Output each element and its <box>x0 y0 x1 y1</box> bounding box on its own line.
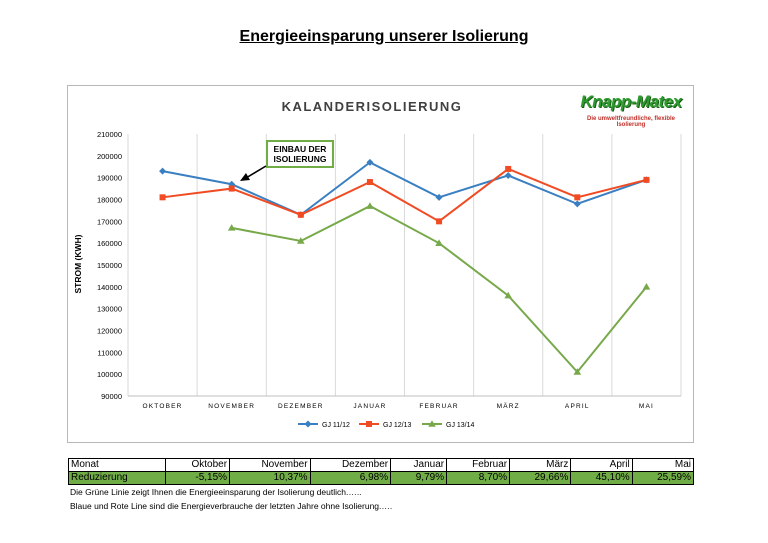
table-cell: Januar <box>390 458 448 472</box>
data-point-series-2 <box>297 211 304 218</box>
data-point-series-1 <box>435 193 443 201</box>
table-row-reduction: Reduzierung -5,15% 10,37% 6,98% 9,79% 8,… <box>67 471 695 485</box>
data-point-series-2 <box>574 194 581 201</box>
x-tick-label: MÄRZ <box>497 402 520 410</box>
y-tick-label: 100000 <box>97 370 122 379</box>
x-axis-ticks: OKTOBER NOVEMBER DEZEMBER JANUAR FEBRUAR MÄRZ… <box>143 402 654 410</box>
legend-label: GJ 12/13 <box>383 422 412 429</box>
y-tick-label: 160000 <box>97 239 122 248</box>
y-tick-label: 150000 <box>97 261 122 270</box>
logo-wordmark: Knapp-Matex <box>580 92 682 111</box>
y-tick-label: 130000 <box>97 305 122 314</box>
data-point-series-3 <box>297 237 305 244</box>
table-cell: 45,10% <box>570 471 633 485</box>
table-cell: November <box>229 458 311 472</box>
table-cell: -5,15% <box>165 471 231 485</box>
y-tick-label: 110000 <box>98 348 122 357</box>
x-tick-label: OKTOBER <box>143 403 183 410</box>
data-point-series-2 <box>436 218 443 225</box>
data-point-series-1 <box>504 171 512 179</box>
x-tick-label: MAI <box>639 403 654 410</box>
y-tick-label: 190000 <box>97 174 122 183</box>
table-cell: 8,70% <box>446 471 511 485</box>
table-cell: Reduzierung <box>67 471 167 485</box>
x-tick-label: NOVEMBER <box>208 403 255 410</box>
table-cell: März <box>509 458 572 472</box>
annotation-arrow-shaft <box>245 165 267 179</box>
table-cell: Mai <box>631 458 695 472</box>
data-point-series-2 <box>505 165 512 172</box>
chart-frame <box>67 85 694 443</box>
series-line-3 <box>231 204 648 374</box>
data-point-series-2 <box>228 185 235 192</box>
y-tick-label: 180000 <box>97 196 122 205</box>
y-tick-label: 200000 <box>97 152 122 161</box>
data-point-series-1 <box>159 167 167 175</box>
data-point-series-1 <box>366 158 374 166</box>
annotation-arrowhead <box>240 173 250 181</box>
reduction-table: Monat Oktober November Dezember Januar F… <box>67 458 695 485</box>
plot-gridlines <box>127 134 682 397</box>
legend-marker <box>304 420 312 428</box>
logo-tagline: Die umweltfreundliche, flexible Isolieru… <box>586 116 676 128</box>
data-point-series-3 <box>366 202 374 209</box>
legend-marker <box>428 420 436 427</box>
table-cell: 9,79% <box>390 471 448 485</box>
series-line-2 <box>162 167 647 223</box>
legend-label: GJ 13/14 <box>446 422 475 429</box>
chart-title: KALANDERISOLIERUNG <box>282 99 463 114</box>
legend: GJ 11/12 GJ 12/13 GJ 13/14 <box>298 420 475 429</box>
x-tick-label: JANUAR <box>353 403 386 410</box>
x-tick-label: APRIL <box>565 403 590 410</box>
y-tick-label: 90000 <box>101 392 122 401</box>
x-tick-label: DEZEMBER <box>278 403 324 410</box>
table-cell: 6,98% <box>309 471 392 485</box>
y-tick-label: 210000 <box>97 130 122 139</box>
company-logo: Knapp-Matex Die umweltfreundliche, flexi… <box>578 92 684 130</box>
table-cell: 29,66% <box>509 471 572 485</box>
data-point-series-2 <box>159 194 166 201</box>
data-point-series-2 <box>643 176 650 183</box>
data-point-series-3 <box>227 224 236 231</box>
y-tick-label: 120000 <box>97 327 122 336</box>
table-cell: Februar <box>446 458 511 472</box>
y-tick-label: 170000 <box>97 217 122 226</box>
installation-annotation: EINBAU DER ISOLIERUNG <box>240 140 334 181</box>
y-axis-label: STROM (KWH) <box>73 234 83 293</box>
x-tick-label: FEBRUAR <box>419 403 458 410</box>
table-cell: 10,37% <box>229 471 311 485</box>
y-tick-label: 140000 <box>97 283 122 292</box>
table-cell: Monat <box>67 458 167 472</box>
table-header-row: Monat Oktober November Dezember Januar F… <box>67 458 695 472</box>
annotation-box <box>266 140 334 168</box>
data-point-series-3 <box>573 368 582 375</box>
table-cell: Dezember <box>309 458 392 472</box>
data-point-series-3 <box>435 239 443 246</box>
annotation-line-2: ISOLIERUNG <box>274 154 327 164</box>
annotation-line-1: EINBAU DER <box>274 144 327 154</box>
note-blue-red-lines: Blaue und Rote Line sind die Energieverb… <box>70 501 393 511</box>
legend-marker <box>366 421 372 427</box>
table-cell: April <box>570 458 633 472</box>
series-line-1 <box>162 161 647 216</box>
y-axis-ticks: 90000 100000 110000 120000 130000 140000 15000… <box>97 130 122 401</box>
note-green-line: Die Grüne Linie zeigt Ihnen die Energiee… <box>70 487 362 497</box>
data-point-series-1 <box>573 200 581 208</box>
data-point-series-3 <box>504 291 512 299</box>
table-cell: Oktober <box>165 458 231 472</box>
table-cell: 25,59% <box>631 471 695 485</box>
series-lines <box>159 158 651 375</box>
data-point-series-2 <box>366 179 373 186</box>
legend-label: GJ 11/12 <box>322 422 350 429</box>
page-title: Energieeinsparung unserer Isolierung <box>239 28 529 45</box>
data-point-series-3 <box>642 283 651 290</box>
